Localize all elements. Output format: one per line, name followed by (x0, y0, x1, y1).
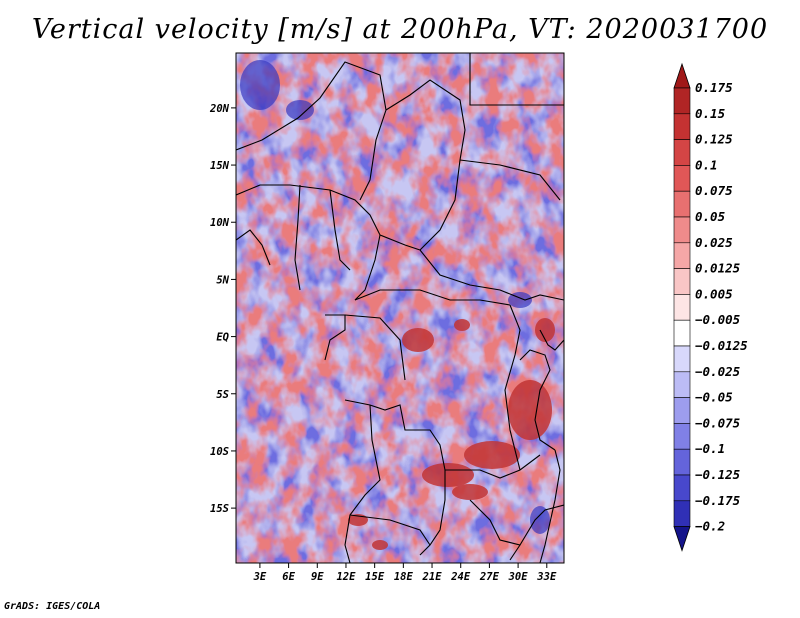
x-tick-label: 18E (394, 571, 414, 583)
x-tick-label: 33E (536, 571, 557, 583)
colorbar-segment (673, 474, 691, 502)
colorbar-segment (673, 113, 691, 140)
colorbar-level-label: 0.175 (695, 80, 733, 95)
colorbar-level-label: −0.2 (695, 519, 725, 534)
colorbar-top-cap (673, 62, 691, 89)
x-tick-label: 12E (336, 571, 356, 583)
colorbar-level-label: −0.005 (695, 312, 741, 327)
colorbar-segment (673, 423, 691, 450)
y-tick-label: 15N (210, 160, 230, 172)
x-tick-label: 24E (450, 571, 471, 583)
colorbar-segment (673, 500, 691, 527)
plot-frame (235, 52, 565, 564)
convective-cores (348, 318, 555, 550)
colorbar-level-label: 0.025 (695, 235, 733, 250)
colorbar: 0.175 0.15 0.125 0.1 0.075 0.05 0.025 0.0125 0.0… (673, 62, 748, 552)
colorbar-segment (673, 268, 691, 295)
colorbar-segment (673, 397, 691, 424)
colorbar-segment (673, 165, 691, 192)
x-tick-label: 15E (365, 571, 385, 583)
colorbar-segment (673, 345, 691, 373)
x-tick-label: 3E (253, 571, 267, 583)
y-tick-label: 5N (216, 274, 229, 286)
y-axis: 20N 15N 10N 5N EQ 5S 10S 15S (209, 103, 236, 515)
vertical-velocity-field (236, 53, 564, 563)
colorbar-level-label: −0.025 (695, 364, 741, 379)
x-tick-label: 30E (508, 571, 529, 583)
colorbar-segment (673, 294, 691, 321)
chart-title: Vertical velocity [m/s] at 200hPa, VT: 2… (31, 14, 769, 45)
colorbar-segment (673, 139, 691, 166)
colorbar-level-label: 0.005 (695, 286, 733, 301)
country-borders (236, 53, 564, 563)
x-tick-label: 9E (311, 571, 324, 583)
colorbar-segment (673, 87, 691, 115)
colorbar-level-label: 0.0125 (695, 261, 741, 276)
y-tick-label: 10N (210, 217, 230, 229)
y-tick-label: 5S (216, 389, 229, 401)
colorbar-segment (673, 216, 691, 244)
colorbar-level-label: −0.125 (695, 467, 741, 482)
colorbar-level-label: 0.15 (695, 106, 726, 121)
colorbar-level-label: −0.175 (695, 493, 741, 508)
x-tick-label: 21E (422, 571, 443, 583)
y-tick-label: 20N (209, 103, 230, 115)
colorbar-level-label: 0.05 (695, 209, 726, 224)
colorbar-segment (673, 371, 691, 398)
colorbar-segment (673, 319, 691, 347)
y-tick-label: 10S (210, 446, 229, 458)
y-tick-label: EQ (216, 332, 229, 344)
colorbar-level-label: −0.0125 (695, 338, 748, 353)
x-tick-label: 27E (479, 571, 500, 583)
colorbar-level-label: 0.075 (695, 183, 733, 198)
colorbar-level-label: 0.1 (695, 157, 718, 172)
colorbar-segment (673, 190, 691, 218)
y-tick-label: 15S (210, 503, 229, 515)
colorbar-level-label: −0.075 (695, 415, 741, 430)
x-tick-label: 6E (282, 571, 295, 583)
colorbar-level-label: 0.125 (695, 132, 733, 147)
colorbar-level-label: −0.1 (695, 441, 725, 456)
x-axis: 3E 6E 9E 12E 15E 18E 21E 24E 27E 30E 33E (253, 563, 557, 583)
colorbar-segment (673, 242, 691, 269)
colorbar-segment (673, 448, 691, 476)
colorbar-bottom-cap (673, 526, 691, 552)
colorbar-level-label: −0.05 (695, 390, 733, 405)
grads-footer: GrADS: IGES/COLA (4, 601, 101, 612)
